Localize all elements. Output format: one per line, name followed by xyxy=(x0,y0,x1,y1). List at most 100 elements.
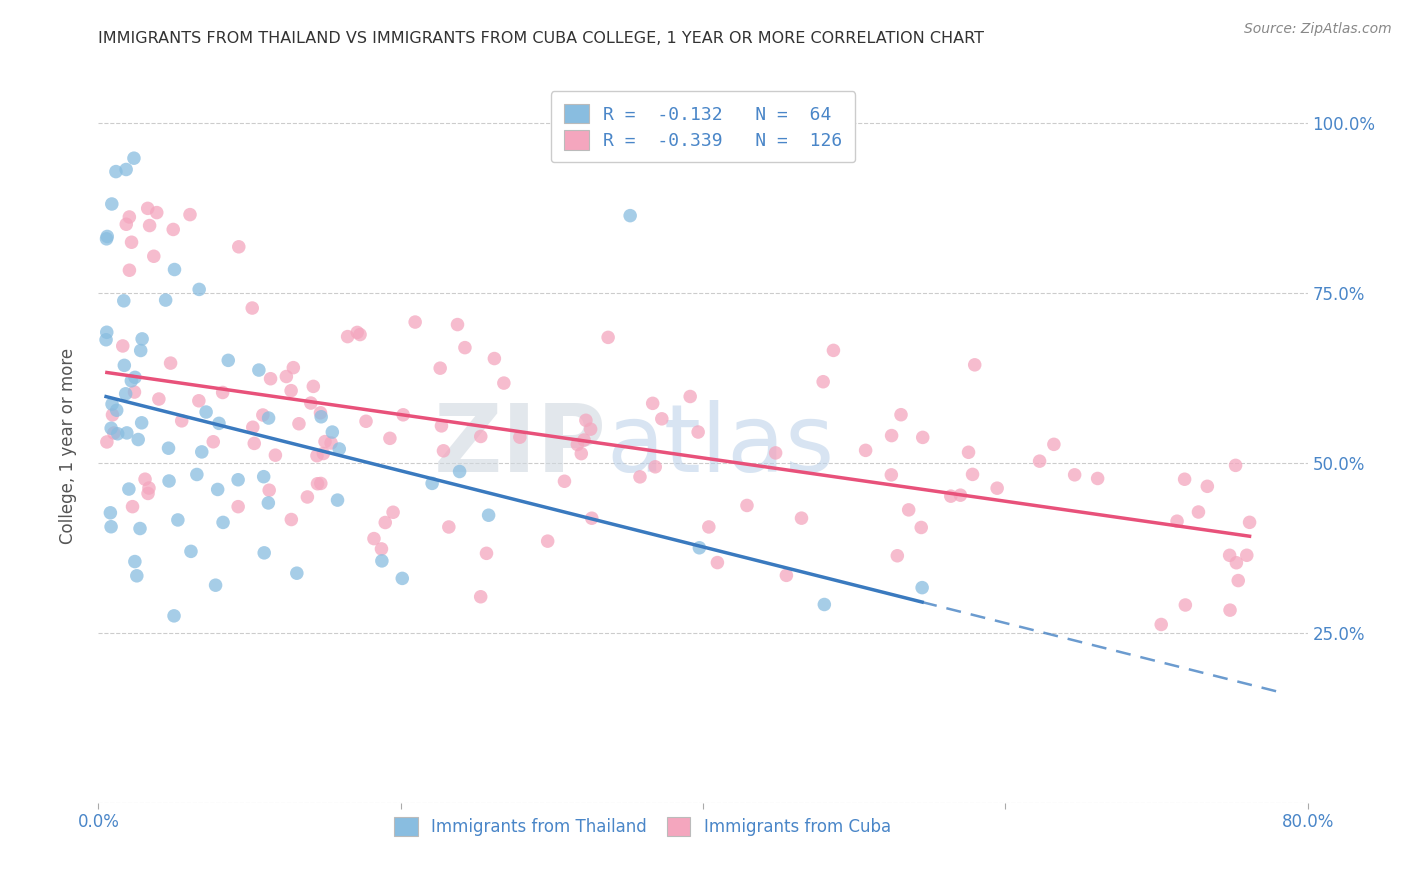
Point xyxy=(346,326,368,340)
Point xyxy=(195,405,218,419)
Point xyxy=(1225,556,1247,570)
Point xyxy=(370,541,392,556)
Point xyxy=(118,482,141,496)
Point xyxy=(855,443,877,458)
Point xyxy=(207,483,229,497)
Point xyxy=(567,437,589,451)
Point xyxy=(111,339,134,353)
Point xyxy=(257,411,280,425)
Point xyxy=(242,420,264,434)
Point xyxy=(309,476,332,491)
Point xyxy=(880,467,903,482)
Point xyxy=(572,433,595,447)
Point xyxy=(470,590,492,604)
Point xyxy=(1227,574,1250,588)
Point xyxy=(823,343,845,358)
Point xyxy=(159,356,181,370)
Point xyxy=(1150,617,1173,632)
Point xyxy=(336,329,359,343)
Point xyxy=(598,330,620,344)
Point xyxy=(127,433,149,447)
Point xyxy=(382,505,405,519)
Point xyxy=(309,409,332,424)
Point xyxy=(688,541,710,555)
Point xyxy=(391,571,413,585)
Point xyxy=(283,360,305,375)
Point xyxy=(949,488,972,502)
Point xyxy=(96,434,118,449)
Point xyxy=(404,315,426,329)
Point xyxy=(1239,516,1261,530)
Point xyxy=(170,414,193,428)
Point xyxy=(628,470,651,484)
Point xyxy=(897,503,920,517)
Point xyxy=(285,566,308,581)
Point xyxy=(217,353,239,368)
Point xyxy=(326,493,349,508)
Point xyxy=(253,469,276,483)
Point xyxy=(157,441,180,455)
Point xyxy=(299,396,322,410)
Point xyxy=(553,475,575,489)
Point xyxy=(309,406,332,420)
Point xyxy=(120,374,142,388)
Point xyxy=(429,361,451,376)
Point xyxy=(115,217,138,231)
Point xyxy=(706,556,728,570)
Point xyxy=(641,396,664,410)
Point xyxy=(492,376,515,390)
Point xyxy=(454,341,477,355)
Point xyxy=(180,544,202,558)
Point xyxy=(688,425,710,439)
Point xyxy=(321,425,343,439)
Point xyxy=(101,397,124,411)
Point xyxy=(581,511,603,525)
Point xyxy=(253,546,276,560)
Point xyxy=(103,425,125,440)
Point xyxy=(328,442,350,456)
Point xyxy=(202,434,225,449)
Point xyxy=(302,379,325,393)
Point xyxy=(1166,514,1188,528)
Point xyxy=(124,555,146,569)
Point xyxy=(104,164,127,178)
Point xyxy=(115,162,138,177)
Point xyxy=(880,428,903,442)
Point xyxy=(307,476,329,491)
Point xyxy=(191,445,214,459)
Point xyxy=(651,412,673,426)
Point xyxy=(259,372,281,386)
Point xyxy=(162,222,184,236)
Point xyxy=(226,500,249,514)
Point xyxy=(280,512,302,526)
Point xyxy=(475,546,498,560)
Point xyxy=(962,467,984,482)
Point xyxy=(644,459,666,474)
Point xyxy=(939,489,962,503)
Point xyxy=(96,232,118,246)
Point xyxy=(437,520,460,534)
Point xyxy=(129,343,152,358)
Point xyxy=(911,581,934,595)
Point xyxy=(155,293,177,307)
Point xyxy=(186,467,208,482)
Point xyxy=(811,375,834,389)
Point xyxy=(569,447,592,461)
Point xyxy=(131,332,153,346)
Point xyxy=(257,483,280,498)
Text: ZIP: ZIP xyxy=(433,400,606,492)
Point xyxy=(124,370,146,384)
Point xyxy=(963,358,986,372)
Point xyxy=(349,327,371,342)
Point xyxy=(775,568,797,582)
Point xyxy=(470,429,492,443)
Point xyxy=(1087,471,1109,485)
Point xyxy=(1219,603,1241,617)
Point xyxy=(579,422,602,436)
Point xyxy=(101,408,124,422)
Point xyxy=(765,446,787,460)
Point xyxy=(264,448,287,462)
Point xyxy=(420,476,443,491)
Point xyxy=(145,205,167,219)
Point xyxy=(886,549,908,563)
